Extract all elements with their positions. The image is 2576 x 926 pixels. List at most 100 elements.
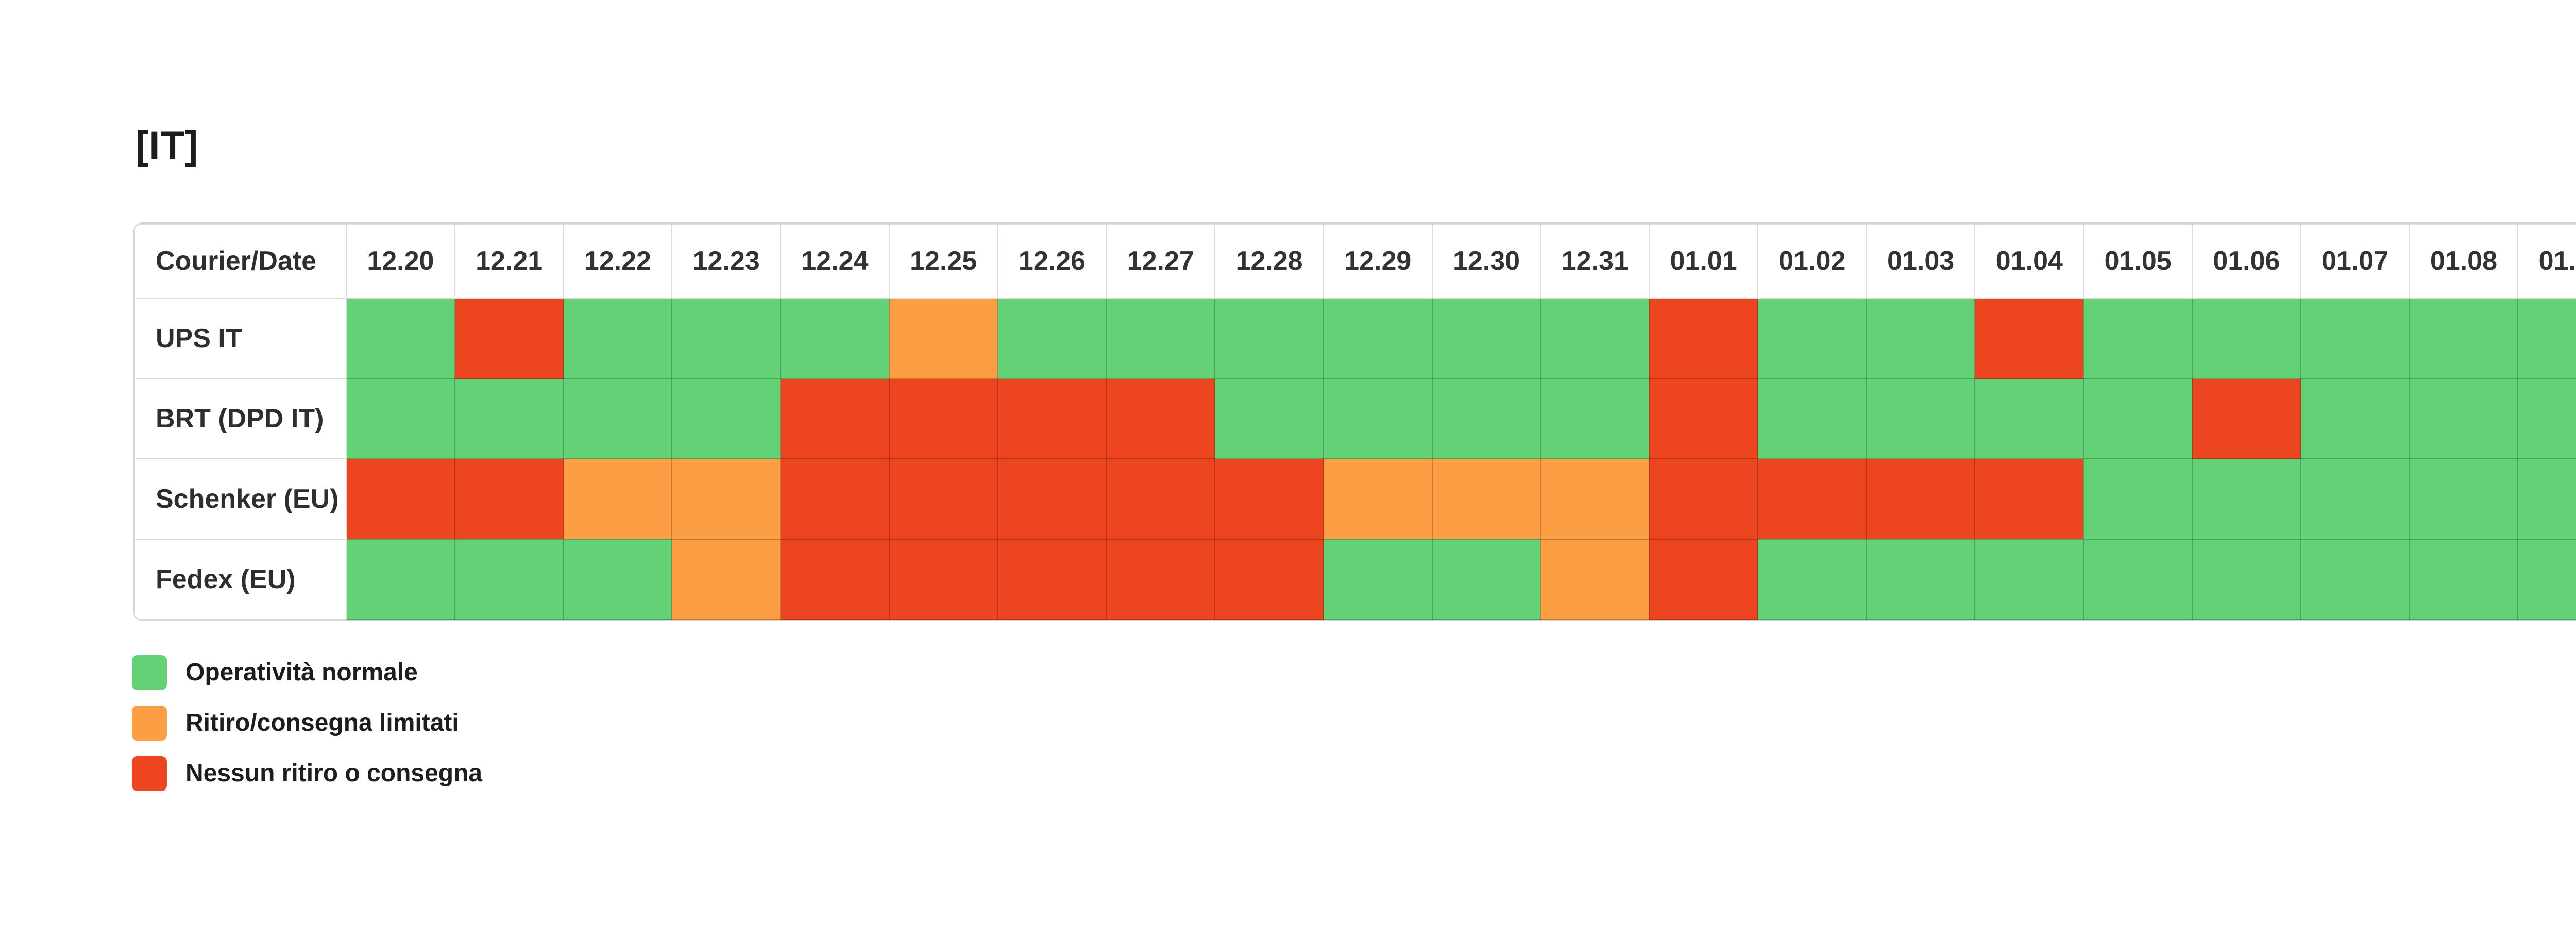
status-cell <box>1649 458 1758 540</box>
status-cell <box>1431 378 1541 459</box>
status-cell <box>1540 539 1650 620</box>
courier-status-table: Courier/Date 12.20 12.21 12.22 12.23 12.24 12.… <box>133 222 2576 621</box>
status-cell <box>1323 298 1433 379</box>
status-cell <box>2300 539 2410 620</box>
status-cell <box>1540 298 1650 379</box>
status-cell <box>780 298 890 379</box>
status-cell <box>454 539 564 620</box>
status-cell <box>1106 298 1216 379</box>
status-cell <box>2083 378 2193 459</box>
status-cell <box>454 458 564 540</box>
status-cell <box>1649 298 1758 379</box>
status-cell <box>671 458 782 540</box>
legend-label: Nessun ritiro o consegna <box>185 760 483 787</box>
status-cell <box>997 298 1107 379</box>
status-cell <box>997 539 1107 620</box>
date-header-cell: 12.20 <box>346 224 455 299</box>
status-cell <box>1757 298 1867 379</box>
status-cell <box>346 298 455 379</box>
status-cell <box>1214 458 1324 540</box>
status-cell <box>2192 458 2301 540</box>
date-header-cell: 01.05 <box>2083 224 2193 299</box>
status-cell <box>1323 458 1433 540</box>
status-cell <box>1106 378 1216 459</box>
status-cell <box>1974 298 2084 379</box>
table-header: Courier/Date 12.20 12.21 12.22 12.23 12.24 12.… <box>134 224 2576 299</box>
status-cell <box>888 539 998 620</box>
legend-item: Ritiro/consegna limitati <box>132 706 482 741</box>
table-body: UPS IT BRT (DPD IT) Schenker (EU) Fedex (EU… <box>134 298 2576 620</box>
date-header-cell: 01.07 <box>2300 224 2410 299</box>
courier-label-cell: BRT (DPD IT) <box>134 378 347 459</box>
date-header-cell: 12.27 <box>1106 224 1216 299</box>
status-cell <box>563 378 673 459</box>
status-cell <box>1974 378 2084 459</box>
status-cell <box>2409 298 2519 379</box>
status-cell <box>780 378 890 459</box>
page-title: [IT] <box>135 124 199 167</box>
status-cell <box>997 378 1107 459</box>
status-cell <box>2300 378 2410 459</box>
legend-item: Nessun ritiro o consegna <box>132 756 482 791</box>
status-cell <box>2517 458 2576 540</box>
legend-item: Operatività normale <box>132 655 482 690</box>
status-cell <box>1540 378 1650 459</box>
status-cell <box>2409 378 2519 459</box>
date-header-cell: 12.29 <box>1323 224 1433 299</box>
courier-label-cell: Schenker (EU) <box>134 458 347 540</box>
date-header-cell: 12.25 <box>888 224 998 299</box>
status-cell <box>1323 539 1433 620</box>
status-cell <box>1214 539 1324 620</box>
status-cell <box>2192 298 2301 379</box>
legend-swatch-normal <box>132 655 167 690</box>
status-cell <box>1649 539 1758 620</box>
status-cell <box>2083 458 2193 540</box>
status-cell <box>1866 298 1976 379</box>
status-cell <box>2192 378 2301 459</box>
status-cell <box>346 458 455 540</box>
status-cell <box>1757 458 1867 540</box>
status-table: Courier/Date 12.20 12.21 12.22 12.23 12.24 12.… <box>134 224 2576 620</box>
legend: Operatività normale Ritiro/consegna limit… <box>132 655 482 807</box>
legend-swatch-limited <box>132 706 167 741</box>
status-cell <box>1431 298 1541 379</box>
status-cell <box>1866 378 1976 459</box>
status-cell <box>2300 458 2410 540</box>
status-cell <box>1974 539 2084 620</box>
status-cell <box>563 298 673 379</box>
status-cell <box>1757 378 1867 459</box>
status-cell <box>454 298 564 379</box>
status-cell <box>780 458 890 540</box>
status-cell <box>1214 378 1324 459</box>
date-header-cell: 12.23 <box>671 224 782 299</box>
status-cell <box>671 298 782 379</box>
status-cell <box>1540 458 1650 540</box>
status-cell <box>2517 539 2576 620</box>
legend-swatch-none <box>132 756 167 791</box>
status-cell <box>1106 458 1216 540</box>
date-header-cell: 01.03 <box>1866 224 1976 299</box>
status-cell <box>1866 458 1976 540</box>
date-header-cell: 01.01 <box>1649 224 1758 299</box>
status-cell <box>671 539 782 620</box>
status-cell <box>2192 539 2301 620</box>
date-header-cell: 12.26 <box>997 224 1107 299</box>
date-header-cell: 01.09 <box>2517 224 2576 299</box>
status-cell <box>2517 298 2576 379</box>
courier-row: Schenker (EU) <box>134 458 2576 540</box>
date-header-cell: 12.28 <box>1214 224 1324 299</box>
status-cell <box>2083 539 2193 620</box>
legend-label: Ritiro/consegna limitati <box>185 709 459 736</box>
status-cell <box>2300 298 2410 379</box>
courier-label-cell: Fedex (EU) <box>134 539 347 620</box>
status-cell <box>1431 458 1541 540</box>
date-header-cell: 12.22 <box>563 224 673 299</box>
status-cell <box>1649 378 1758 459</box>
courier-row: BRT (DPD IT) <box>134 378 2576 459</box>
status-cell <box>888 378 998 459</box>
status-cell <box>346 539 455 620</box>
corner-header-cell: Courier/Date <box>134 224 347 299</box>
courier-label-cell: UPS IT <box>134 298 347 379</box>
status-cell <box>888 458 998 540</box>
header-row: Courier/Date 12.20 12.21 12.22 12.23 12.24 12.… <box>134 224 2576 299</box>
